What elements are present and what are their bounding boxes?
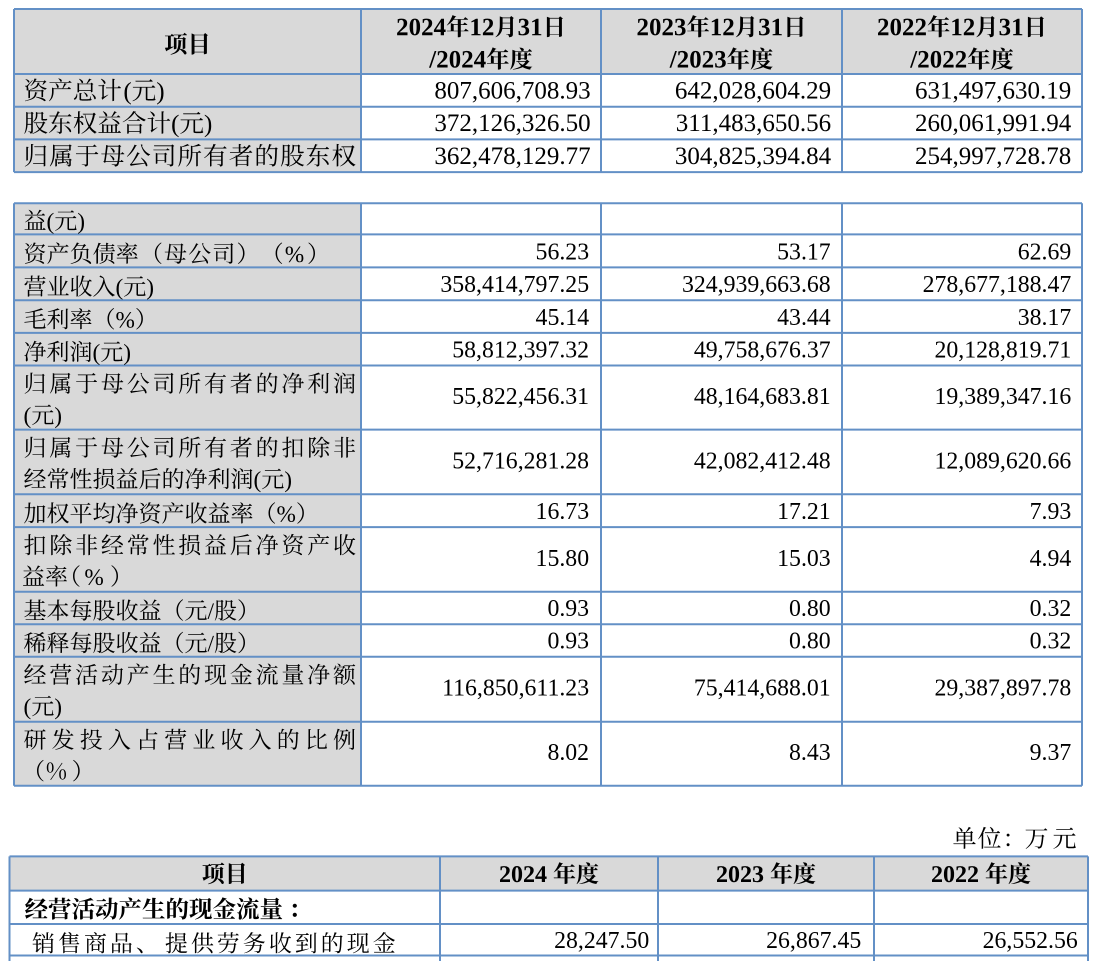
svg-text:19,389,347.16: 19,389,347.16 xyxy=(934,384,1071,410)
svg-text:4.94: 4.94 xyxy=(1030,546,1072,572)
svg-text:29,387,897.78: 29,387,897.78 xyxy=(934,676,1071,702)
svg-text:28,247.50: 28,247.50 xyxy=(554,928,649,954)
svg-text:8.43: 8.43 xyxy=(789,740,831,766)
svg-text:15.03: 15.03 xyxy=(777,546,831,572)
svg-text:58,812,397.32: 58,812,397.32 xyxy=(452,338,589,364)
svg-text:43.44: 43.44 xyxy=(777,305,831,331)
svg-text:807,606,708.93: 807,606,708.93 xyxy=(434,78,590,105)
svg-text:7.93: 7.93 xyxy=(1030,499,1072,525)
svg-text:8.02: 8.02 xyxy=(547,740,589,766)
svg-text:116,850,611.23: 116,850,611.23 xyxy=(442,676,589,702)
svg-text:311,483,650.56: 311,483,650.56 xyxy=(676,110,831,137)
svg-text:45.14: 45.14 xyxy=(536,305,590,331)
svg-text:55,822,456.31: 55,822,456.31 xyxy=(452,384,589,410)
svg-text:42,082,412.48: 42,082,412.48 xyxy=(694,448,831,474)
svg-text:16.73: 16.73 xyxy=(536,499,590,525)
svg-text:75,414,688.01: 75,414,688.01 xyxy=(694,676,831,702)
svg-text:260,061,991.94: 260,061,991.94 xyxy=(915,110,1072,137)
svg-text:49,758,676.37: 49,758,676.37 xyxy=(694,338,831,364)
svg-text:15.80: 15.80 xyxy=(536,546,590,572)
svg-text:20,128,819.71: 20,128,819.71 xyxy=(934,338,1071,364)
svg-text:254,997,728.78: 254,997,728.78 xyxy=(915,143,1071,170)
svg-text:358,414,797.25: 358,414,797.25 xyxy=(440,272,589,298)
svg-text:304,825,394.84: 304,825,394.84 xyxy=(675,143,832,170)
svg-text:631,497,630.19: 631,497,630.19 xyxy=(915,78,1071,105)
svg-text:56.23: 56.23 xyxy=(536,239,590,265)
svg-text:52,716,281.28: 52,716,281.28 xyxy=(452,448,589,474)
svg-text:278,677,188.47: 278,677,188.47 xyxy=(923,272,1072,298)
svg-text:53.17: 53.17 xyxy=(777,239,831,265)
svg-text:12,089,620.66: 12,089,620.66 xyxy=(934,448,1071,474)
svg-text:0.80: 0.80 xyxy=(789,596,831,622)
svg-text:0.32: 0.32 xyxy=(1030,629,1072,655)
svg-text:38.17: 38.17 xyxy=(1018,305,1072,331)
svg-text:26,867.45: 26,867.45 xyxy=(766,928,861,954)
svg-text:26,552.56: 26,552.56 xyxy=(983,928,1078,954)
svg-text:0.93: 0.93 xyxy=(547,596,589,622)
svg-text:0.93: 0.93 xyxy=(547,629,589,655)
svg-text:9.37: 9.37 xyxy=(1030,740,1072,766)
svg-text:62.69: 62.69 xyxy=(1018,239,1072,265)
svg-text:324,939,663.68: 324,939,663.68 xyxy=(682,272,831,298)
svg-text:17.21: 17.21 xyxy=(777,499,831,525)
svg-text:362,478,129.77: 362,478,129.77 xyxy=(434,143,590,170)
svg-text:48,164,683.81: 48,164,683.81 xyxy=(694,384,831,410)
svg-text:372,126,326.50: 372,126,326.50 xyxy=(434,110,590,137)
svg-text:642,028,604.29: 642,028,604.29 xyxy=(675,78,831,105)
svg-text:0.80: 0.80 xyxy=(789,629,831,655)
svg-text:0.32: 0.32 xyxy=(1030,596,1072,622)
